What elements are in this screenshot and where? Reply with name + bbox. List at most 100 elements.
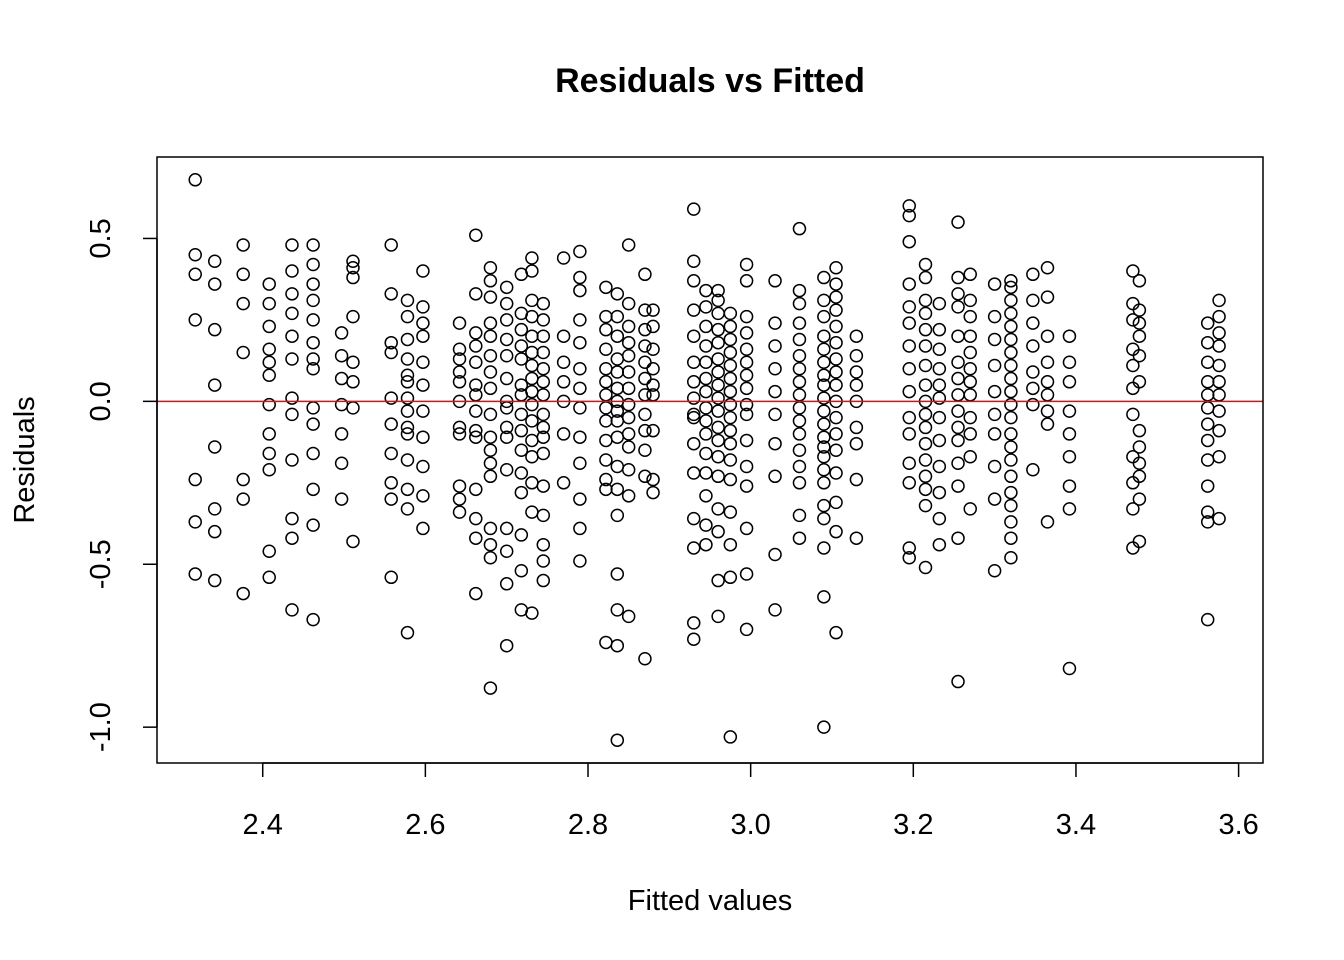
data-point xyxy=(610,603,625,617)
y-tick-label: -1.0 xyxy=(85,702,117,752)
data-point xyxy=(987,564,1002,578)
data-point xyxy=(400,368,415,383)
data-point xyxy=(987,309,1002,324)
data-point xyxy=(610,309,625,324)
x-tick-label: 2.4 xyxy=(243,809,283,841)
data-point xyxy=(306,417,320,431)
data-point xyxy=(792,375,807,389)
data-point xyxy=(262,397,276,412)
data-point xyxy=(739,381,754,396)
data-point xyxy=(1004,371,1018,386)
data-point xyxy=(951,479,965,493)
data-point xyxy=(207,378,222,392)
data-point xyxy=(262,342,276,356)
data-point xyxy=(963,410,977,425)
data-point xyxy=(739,274,754,288)
data-point xyxy=(1212,423,1226,438)
data-point xyxy=(902,384,916,399)
data-point xyxy=(902,456,916,471)
data-point xyxy=(918,306,933,321)
data-point xyxy=(817,417,831,431)
data-point xyxy=(573,521,587,536)
data-point xyxy=(599,472,613,487)
data-point xyxy=(536,329,551,343)
data-point xyxy=(1004,274,1018,288)
data-point xyxy=(638,355,652,370)
data-point xyxy=(469,586,483,601)
data-point xyxy=(699,446,713,461)
data-point xyxy=(621,319,636,334)
data-point xyxy=(932,362,947,376)
data-point xyxy=(610,459,625,474)
data-point xyxy=(638,322,652,337)
data-point xyxy=(483,290,498,304)
data-point xyxy=(1062,329,1077,343)
data-point xyxy=(739,397,754,412)
data-point xyxy=(963,502,977,516)
data-point xyxy=(686,254,701,269)
data-point xyxy=(1132,469,1147,484)
data-point xyxy=(951,420,965,435)
data-point xyxy=(469,430,483,444)
data-point xyxy=(1062,449,1077,464)
data-point xyxy=(469,531,483,545)
data-point xyxy=(1062,479,1077,493)
data-point xyxy=(207,524,222,539)
data-point xyxy=(306,362,320,376)
data-point xyxy=(686,632,701,646)
data-point xyxy=(556,355,571,370)
data-point xyxy=(1062,427,1077,441)
data-point xyxy=(711,420,725,435)
x-axis-label: Fitted values xyxy=(628,885,792,917)
data-point xyxy=(262,319,276,334)
data-point xyxy=(384,238,398,252)
data-point xyxy=(987,492,1002,506)
data-point xyxy=(1132,375,1147,389)
data-point xyxy=(610,352,625,366)
data-point xyxy=(792,508,807,523)
data-point xyxy=(1132,440,1147,454)
data-point xyxy=(792,401,807,415)
data-point xyxy=(711,469,725,484)
data-point xyxy=(416,300,430,314)
data-point xyxy=(1004,485,1018,500)
data-point xyxy=(499,371,514,386)
data-point xyxy=(262,355,276,370)
data-point xyxy=(525,329,539,343)
data-point xyxy=(932,391,947,405)
data-point xyxy=(207,277,222,291)
data-point xyxy=(829,303,843,317)
data-point xyxy=(686,410,701,425)
data-point xyxy=(285,329,299,343)
data-point xyxy=(306,352,320,366)
data-point xyxy=(499,313,514,327)
data-point xyxy=(483,537,498,552)
data-point xyxy=(902,277,916,291)
data-point xyxy=(1062,661,1077,676)
data-point xyxy=(817,511,831,526)
data-point xyxy=(723,371,738,386)
data-point xyxy=(792,427,807,441)
data-point xyxy=(610,508,625,523)
data-point xyxy=(963,309,977,324)
data-point xyxy=(1026,339,1040,353)
data-point xyxy=(346,261,360,275)
data-point xyxy=(236,492,250,506)
data-point xyxy=(1132,456,1147,471)
data-point xyxy=(987,384,1002,399)
data-point xyxy=(599,635,613,650)
data-point xyxy=(646,423,660,438)
data-point xyxy=(1132,274,1147,288)
data-point xyxy=(483,681,498,695)
data-point xyxy=(817,590,831,604)
data-point xyxy=(829,410,843,425)
x-tick-label: 3.6 xyxy=(1218,809,1258,841)
data-point xyxy=(469,511,483,526)
data-point xyxy=(306,313,320,327)
data-point xyxy=(285,238,299,252)
data-point xyxy=(400,352,415,366)
data-point xyxy=(285,264,299,278)
x-tick-label: 2.6 xyxy=(405,809,445,841)
data-point xyxy=(792,348,807,363)
data-point xyxy=(599,322,613,337)
